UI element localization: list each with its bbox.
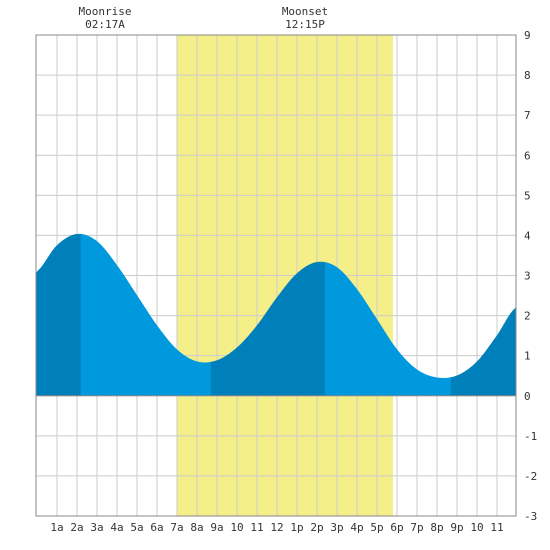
x-tick-label: 9a xyxy=(210,521,223,534)
x-tick-label: 10 xyxy=(470,521,483,534)
y-tick-label: 2 xyxy=(524,310,531,323)
x-tick-label: 12 xyxy=(270,521,283,534)
x-tick-label: 3a xyxy=(90,521,103,534)
y-tick-labels: -3 -2 -1 0 1 2 3 4 5 6 7 8 9 xyxy=(524,29,537,523)
x-tick-label: 5a xyxy=(130,521,143,534)
y-tick-label: 8 xyxy=(524,69,531,82)
x-tick-label: 1a xyxy=(50,521,63,534)
x-tick-label: 3p xyxy=(330,521,343,534)
x-tick-label: 7a xyxy=(170,521,183,534)
y-tick-label: 4 xyxy=(524,229,531,242)
x-tick-label: 11 xyxy=(250,521,263,534)
x-tick-label: 6p xyxy=(390,521,403,534)
moon-event-time: 12:15P xyxy=(285,18,325,31)
tide-area-rising xyxy=(210,261,326,396)
y-tick-label: 1 xyxy=(524,350,531,363)
y-tick-label: 6 xyxy=(524,149,531,162)
plot-frame xyxy=(35,34,517,517)
x-tick-label: 4a xyxy=(110,521,123,534)
y-tick-label: 7 xyxy=(524,109,531,122)
x-tick-label: 2p xyxy=(310,521,323,534)
x-tick-label: 8a xyxy=(190,521,203,534)
grid-lines xyxy=(36,34,516,517)
x-tick-label: 9p xyxy=(450,521,463,534)
x-tick-label: 8p xyxy=(430,521,443,534)
x-tick-label: 11 xyxy=(490,521,503,534)
y-tick-label: 9 xyxy=(524,29,531,42)
x-tick-label: 6a xyxy=(150,521,163,534)
y-tick-label: 5 xyxy=(524,189,531,202)
moon-event-time: 02:17A xyxy=(85,18,125,31)
x-tick-label: 10 xyxy=(230,521,243,534)
tide-areas xyxy=(35,233,517,396)
x-tick-label: 2a xyxy=(70,521,83,534)
x-tick-label: 1p xyxy=(290,521,303,534)
y-tick-label: 3 xyxy=(524,270,531,283)
x-tick-label: 4p xyxy=(350,521,363,534)
tide-area-falling xyxy=(324,262,452,396)
tide-area-falling xyxy=(80,233,212,396)
x-tick-labels: 1a 2a 3a 4a 5a 6a 7a 8a 9a 10 11 12 1p 2p 3p 4p 5p 6p 7p 8p… xyxy=(50,521,503,534)
x-tick-label: 5p xyxy=(370,521,383,534)
y-tick-label: 0 xyxy=(524,390,531,403)
tide-area-rising xyxy=(450,307,517,396)
tide-area-rising xyxy=(35,233,82,396)
x-tick-label: 7p xyxy=(410,521,423,534)
y-tick-label: -2 xyxy=(524,470,537,483)
y-tick-label: -3 xyxy=(524,510,537,523)
y-tick-label: -1 xyxy=(524,430,537,443)
moon-event-name: Moonrise xyxy=(79,5,132,18)
moon-event-name: Moonset xyxy=(282,5,328,18)
